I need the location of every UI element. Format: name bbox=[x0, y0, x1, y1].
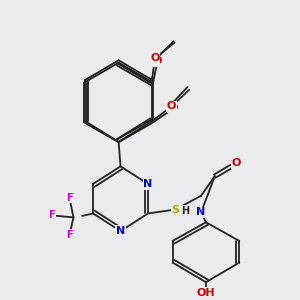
Text: O: O bbox=[153, 56, 162, 66]
Text: S: S bbox=[172, 205, 179, 214]
Text: OH: OH bbox=[196, 288, 215, 298]
Text: F: F bbox=[66, 193, 73, 203]
Text: H: H bbox=[181, 206, 189, 216]
Text: N: N bbox=[116, 226, 125, 236]
Text: N: N bbox=[143, 179, 153, 189]
Text: F: F bbox=[49, 210, 55, 220]
Text: F: F bbox=[66, 230, 73, 240]
Text: O: O bbox=[167, 101, 176, 111]
Text: O: O bbox=[150, 53, 160, 63]
Text: O: O bbox=[168, 103, 177, 113]
Text: O: O bbox=[232, 158, 241, 168]
Text: N: N bbox=[196, 208, 206, 218]
